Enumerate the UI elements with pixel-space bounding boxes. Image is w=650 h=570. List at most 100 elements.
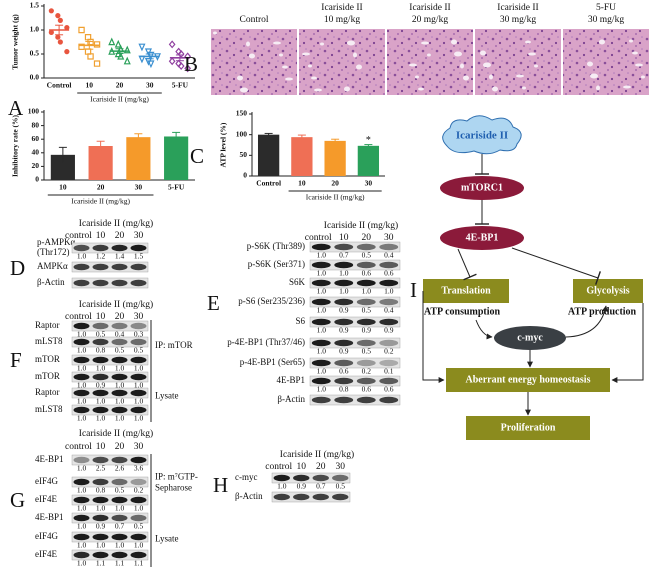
- blot-label: mTOR: [35, 371, 60, 381]
- blot-band: [73, 322, 90, 330]
- blot-band: [111, 356, 128, 364]
- blot-band: [73, 551, 90, 559]
- tissue-vacuole: [451, 39, 457, 45]
- tissue-vacuole: [460, 63, 464, 69]
- blot-strip: [309, 277, 401, 289]
- blot-band: [293, 474, 310, 482]
- panel-letter: D: [10, 256, 25, 280]
- node-label: Icariside II: [456, 130, 508, 142]
- activation-edge: [422, 291, 445, 383]
- lane-label: control: [265, 462, 292, 472]
- y-tick-label: 60: [32, 134, 40, 143]
- blot-band: [334, 298, 354, 306]
- section-label: Sepharose: [155, 483, 192, 493]
- blot-label: 4E-BP1: [35, 454, 64, 464]
- panel-letter: E: [207, 291, 220, 315]
- blot-band: [92, 322, 109, 330]
- annotation: *: [366, 135, 371, 146]
- blot-band: [111, 514, 128, 522]
- blot-band: [334, 279, 354, 287]
- band-quantity: 1.0: [96, 414, 106, 423]
- x-tick-label: 20: [97, 183, 105, 192]
- band-quantity: 0.9: [339, 306, 349, 315]
- lane-label: 30: [336, 462, 346, 472]
- tissue-vacuole: [516, 74, 524, 78]
- band-quantity: 0.2: [384, 347, 394, 356]
- blot-band: [311, 339, 331, 347]
- blot-band: [332, 474, 349, 482]
- lane-label: 20: [362, 233, 372, 243]
- blot-band: [111, 322, 128, 330]
- blot-band: [356, 279, 376, 287]
- data-point: [78, 43, 85, 51]
- blot-band: [73, 478, 90, 486]
- tissue-vacuole: [596, 85, 600, 91]
- band-quantity: 1.0: [77, 364, 87, 373]
- x-tick-label: 10: [59, 183, 67, 192]
- tissue-vacuole: [590, 73, 598, 79]
- tissue-vacuole: [353, 52, 357, 58]
- blot-strip: [71, 549, 149, 561]
- blot-band: [92, 456, 109, 464]
- blot-label: eIF4E: [35, 494, 57, 504]
- image-label: Control: [239, 15, 268, 25]
- blot-band: [130, 263, 147, 271]
- blot-band: [111, 496, 128, 504]
- band-quantity: 0.5: [96, 330, 106, 339]
- lane-label: 20: [115, 312, 125, 322]
- blot-band: [311, 298, 331, 306]
- band-quantity: 1.0: [317, 269, 327, 278]
- image-label: Icariside II: [321, 3, 362, 13]
- blot-band: [92, 406, 109, 414]
- x-tick-label: 20: [116, 81, 124, 90]
- band-quantity: 1.0: [317, 306, 327, 315]
- blot-band: [92, 514, 109, 522]
- blot-band: [356, 359, 376, 367]
- blot-band: [92, 496, 109, 504]
- blot-band: [334, 396, 354, 404]
- blot-band: [92, 338, 109, 346]
- tissue-vacuole: [492, 86, 498, 92]
- x-tick-label: 30: [365, 179, 373, 188]
- tissue-vacuole: [635, 63, 643, 67]
- lane-label: 30: [384, 233, 394, 243]
- y-axis-label: Inhibitory rate (%): [11, 114, 20, 177]
- blot-band: [92, 356, 109, 364]
- lane-label: 20: [115, 442, 125, 452]
- band-quantity: 2.5: [96, 464, 106, 473]
- blot-strip: [309, 394, 401, 406]
- blot-strip: [309, 337, 401, 349]
- node: [440, 176, 524, 200]
- tissue-vacuole: [480, 50, 486, 56]
- band-quantity: 1.0: [317, 326, 327, 335]
- tissue-vacuole: [599, 39, 605, 45]
- blot-band: [130, 533, 147, 541]
- band-quantity: 1.0: [115, 381, 125, 390]
- tissue-vacuole: [489, 74, 493, 80]
- blot-band: [312, 474, 329, 482]
- node: [494, 326, 566, 350]
- y-axis-label: ATP level (%): [219, 122, 228, 167]
- tissue-vacuole: [282, 65, 288, 69]
- blot-band: [73, 263, 90, 271]
- lane-label: control: [65, 312, 92, 322]
- node: [446, 368, 610, 392]
- micrograph: [475, 29, 561, 95]
- tissue-vacuole: [454, 51, 462, 57]
- band-quantity: 1.0: [134, 381, 144, 390]
- blot-band: [111, 244, 128, 252]
- image-label: 30 mg/kg: [500, 15, 536, 25]
- data-point: [93, 60, 101, 67]
- inhibition-edge: [457, 248, 471, 278]
- blot-band: [73, 373, 90, 381]
- blot-strip: [71, 277, 149, 289]
- band-quantity: 1.0: [362, 287, 372, 296]
- blot-band: [111, 338, 128, 346]
- micrograph: [211, 29, 297, 95]
- blot-label: 4E-BP1: [276, 375, 305, 385]
- tissue-vacuole: [308, 64, 312, 68]
- blot-band: [356, 339, 376, 347]
- band-quantity: 1.0: [77, 414, 87, 423]
- band-quantity: 1.0: [77, 330, 87, 339]
- blot-band: [379, 377, 399, 385]
